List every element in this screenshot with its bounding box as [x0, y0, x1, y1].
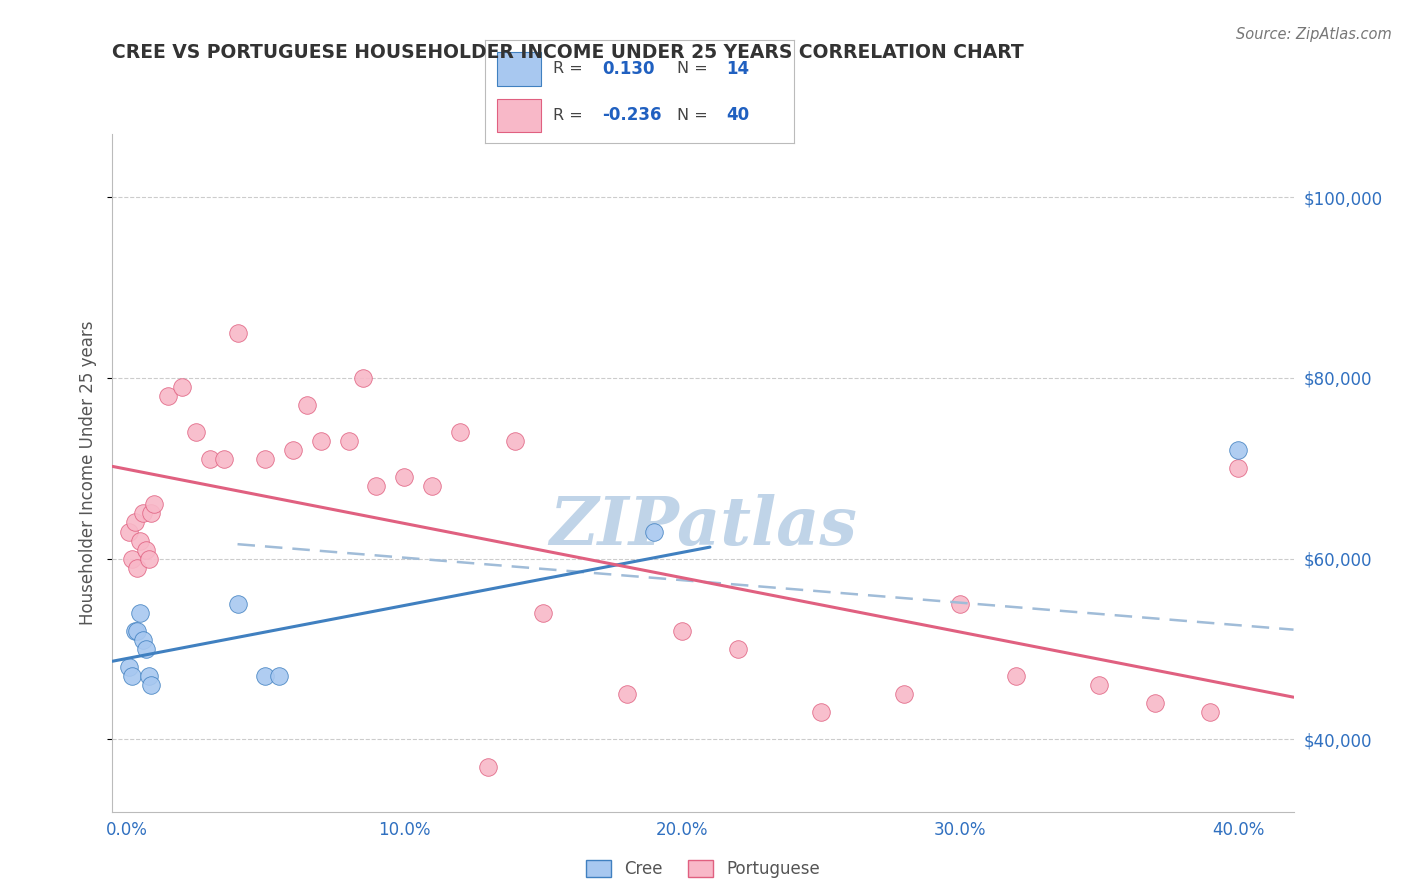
- Point: [810, 706, 832, 720]
- Point: [727, 642, 749, 657]
- Point: [143, 497, 166, 511]
- Point: [1226, 461, 1249, 475]
- Point: [135, 542, 157, 557]
- Point: [132, 632, 155, 647]
- Point: [138, 551, 160, 566]
- Text: R =: R =: [553, 108, 588, 122]
- Text: N =: N =: [676, 62, 713, 77]
- Point: [1143, 696, 1166, 710]
- Text: N =: N =: [676, 108, 713, 122]
- Point: [949, 597, 972, 611]
- Point: [352, 371, 374, 385]
- Point: [643, 524, 665, 539]
- Point: [170, 380, 193, 394]
- Point: [671, 624, 693, 638]
- Point: [212, 452, 235, 467]
- Point: [127, 560, 149, 574]
- Point: [269, 669, 291, 683]
- Point: [295, 398, 318, 412]
- Point: [198, 452, 221, 467]
- Point: [118, 524, 141, 539]
- Point: [1226, 443, 1249, 458]
- Point: [505, 434, 527, 449]
- Point: [531, 606, 554, 620]
- Point: [420, 479, 443, 493]
- Point: [893, 687, 915, 701]
- Point: [157, 389, 180, 403]
- Point: [226, 326, 249, 340]
- Legend: Cree, Portuguese: Cree, Portuguese: [579, 854, 827, 885]
- Text: 40: 40: [727, 106, 749, 124]
- Point: [141, 507, 163, 521]
- Point: [124, 624, 146, 638]
- Point: [309, 434, 332, 449]
- Point: [121, 551, 143, 566]
- Point: [121, 669, 143, 683]
- Point: [1088, 678, 1111, 692]
- Point: [449, 425, 471, 439]
- Point: [184, 425, 207, 439]
- Point: [118, 660, 141, 674]
- Point: [337, 434, 360, 449]
- Point: [226, 597, 249, 611]
- Point: [129, 606, 152, 620]
- Text: 0.130: 0.130: [603, 60, 655, 78]
- Text: CREE VS PORTUGUESE HOUSEHOLDER INCOME UNDER 25 YEARS CORRELATION CHART: CREE VS PORTUGUESE HOUSEHOLDER INCOME UN…: [112, 44, 1024, 62]
- Point: [135, 642, 157, 657]
- Point: [1199, 706, 1222, 720]
- Point: [127, 624, 149, 638]
- Point: [254, 452, 277, 467]
- Text: Source: ZipAtlas.com: Source: ZipAtlas.com: [1236, 27, 1392, 42]
- Point: [124, 516, 146, 530]
- Point: [254, 669, 277, 683]
- Bar: [498, 99, 541, 132]
- Text: -0.236: -0.236: [603, 106, 662, 124]
- Point: [281, 443, 304, 458]
- Text: 14: 14: [727, 60, 749, 78]
- Point: [616, 687, 638, 701]
- Point: [366, 479, 388, 493]
- Point: [141, 678, 163, 692]
- Point: [1004, 669, 1026, 683]
- Point: [477, 759, 499, 773]
- Y-axis label: Householder Income Under 25 years: Householder Income Under 25 years: [79, 320, 97, 625]
- Bar: [498, 53, 541, 87]
- Point: [138, 669, 160, 683]
- Text: ZIPatlas: ZIPatlas: [550, 494, 856, 559]
- Text: R =: R =: [553, 62, 588, 77]
- Point: [394, 470, 416, 484]
- Point: [132, 507, 155, 521]
- Point: [129, 533, 152, 548]
